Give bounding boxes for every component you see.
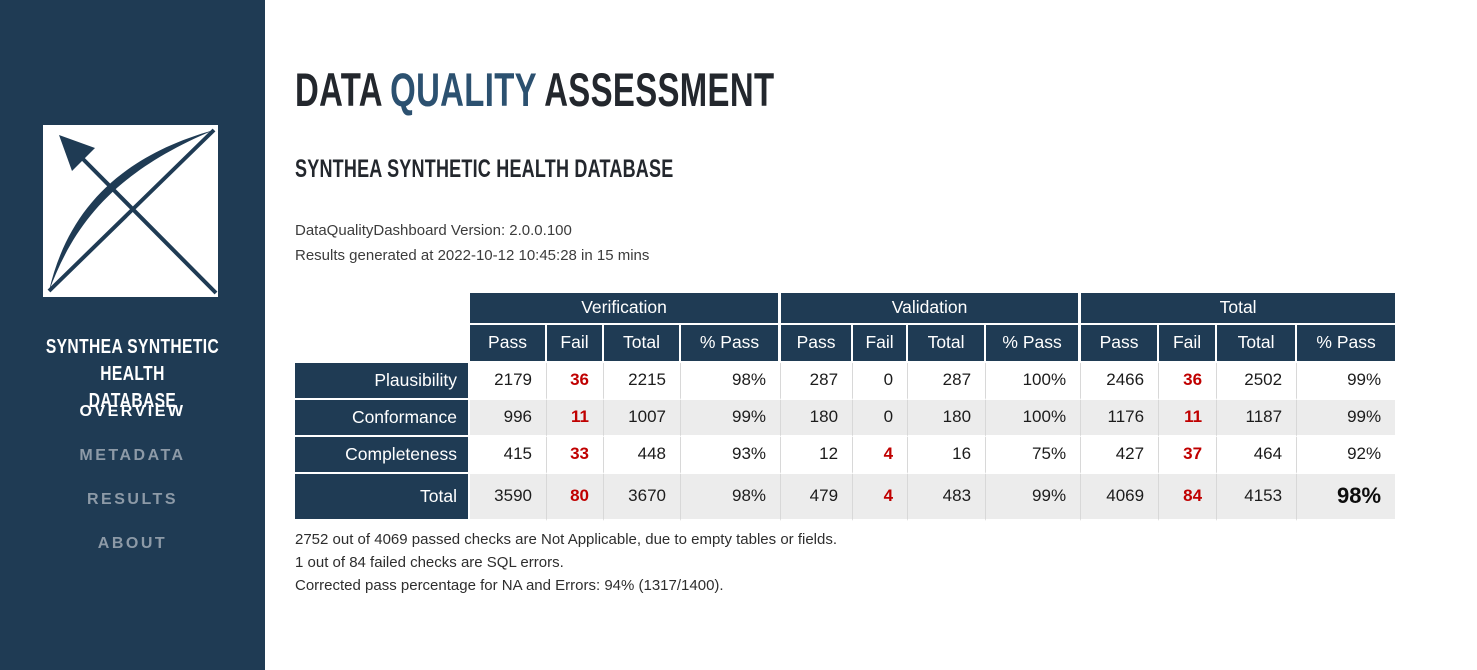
data-cell: 99% [986,473,1082,521]
main-content: DATA QUALITY ASSESSMENT SYNTHEA SYNTHETIC … [265,0,1477,670]
version-line: DataQualityDashboard Version: 2.0.0.100 [295,222,572,239]
sidebar-nav: OVERVIEW METADATA RESULTS ABOUT [0,403,265,579]
table-row-conformance: Conformance 996 11 1007 99% 180 0 180 100% 1176 11… [295,399,1396,437]
data-cell: 2466 [1081,362,1160,400]
sidebar-database-title: SYNTHEA SYNTHETIC HEALTH DATABASE [45,336,220,412]
dqd-bow-arrow-logo-icon [43,125,218,297]
data-cell: 36 [547,362,604,400]
data-cell: 11 [1159,399,1218,437]
group-header-verification: Verification [470,292,782,325]
data-cell: 0 [853,399,909,437]
table-row-plausibility: Plausibility 2179 36 2215 98% 287 0 287 100% 2466… [295,362,1396,400]
data-cell: 415 [470,436,547,474]
data-cell: 2502 [1217,362,1298,400]
data-cell: 11 [547,399,604,437]
data-cell: 98% [681,362,782,400]
column-header-verification-fail: Fail [547,324,604,363]
data-cell: 99% [1297,399,1396,437]
footnote-line: 1 out of 84 failed checks are SQL errors… [295,553,564,571]
data-cell: 99% [681,399,782,437]
data-cell: 99% [1297,362,1396,400]
column-header-verification-total: Total [604,324,681,363]
column-header-validation-pass: Pass [781,324,854,363]
column-header-validation-pct-pass: % Pass [986,324,1082,363]
results-table-body: Plausibility 2179 36 2215 98% 287 0 287 100% 2466… [295,362,1396,521]
data-cell: 464 [1217,436,1298,474]
data-cell: 37 [1159,436,1218,474]
table-corner-cell [295,293,470,325]
generated-line: Results generated at 2022-10-12 10:45:28… [295,246,650,264]
group-header-validation: Validation [781,292,1082,325]
data-cell: 80 [547,473,604,521]
group-header-total: Total [1081,292,1396,325]
page-title-part-1: DATA [295,63,383,116]
data-cell: 4 [853,473,909,521]
data-cell: 1007 [604,399,681,437]
data-cell: 287 [908,362,987,400]
data-cell: 93% [681,436,782,474]
data-cell: 33 [547,436,604,474]
data-cell: 4 [853,436,909,474]
results-table-head: Verification Validation Total Pass Fail Total… [295,292,1396,363]
data-cell: 92% [1297,436,1396,474]
table-corner-cell [295,325,470,363]
data-cell: 180 [908,399,987,437]
table-row-total: Total 3590 80 3670 98% 479 4 483 99% 4069 84 4153 98… [295,473,1396,521]
footnote-line: 2752 out of 4069 passed checks are Not A… [295,530,838,548]
data-cell: 98% [1297,473,1396,521]
data-cell: 100% [986,362,1082,400]
data-cell: 12 [781,436,854,474]
row-label-plausibility: Plausibility [295,362,470,400]
data-cell: 180 [781,399,854,437]
page-title: DATA QUALITY ASSESSMENT [295,66,1477,113]
data-cell: 4069 [1081,473,1160,521]
row-label-conformance: Conformance [295,399,470,437]
column-header-total-pct-pass: % Pass [1297,324,1396,363]
data-cell: 1176 [1081,399,1160,437]
column-header-verification-pass: Pass [470,324,547,363]
column-header-total-total: Total [1217,324,1298,363]
data-cell: 75% [986,436,1082,474]
data-cell: 479 [781,473,854,521]
data-cell: 1187 [1217,399,1298,437]
sidebar-item-about[interactable]: ABOUT [97,535,168,552]
data-cell: 16 [908,436,987,474]
data-cell: 4153 [1217,473,1298,521]
page-title-part-3: ASSESSMENT [544,63,775,116]
data-cell: 84 [1159,473,1218,521]
data-cell: 2179 [470,362,547,400]
data-cell: 996 [470,399,547,437]
column-header-validation-fail: Fail [853,324,909,363]
column-header-verification-pct-pass: % Pass [681,324,782,363]
data-cell: 98% [681,473,782,521]
data-cell: 287 [781,362,854,400]
sidebar-item-results[interactable]: RESULTS [87,491,178,508]
data-cell: 3590 [470,473,547,521]
column-header-total-pass: Pass [1081,324,1160,363]
data-cell: 483 [908,473,987,521]
sidebar-item-metadata[interactable]: METADATA [79,447,186,464]
footnote-line: Corrected pass percentage for NA and Err… [295,577,724,594]
data-cell: 0 [853,362,909,400]
data-cell: 427 [1081,436,1160,474]
page-title-part-2: QUALITY [390,63,537,116]
data-cell: 3670 [604,473,681,521]
footnotes: 2752 out of 4069 passed checks are Not A… [295,528,1477,598]
sidebar-item-overview[interactable]: OVERVIEW [79,403,186,420]
data-cell: 448 [604,436,681,474]
data-cell: 100% [986,399,1082,437]
data-cell: 2215 [604,362,681,400]
column-header-validation-total: Total [908,324,987,363]
metadata-block: DataQualityDashboard Version: 2.0.0.100 … [295,219,1477,269]
table-row-completeness: Completeness 415 33 448 93% 12 4 16 75% 427 37 464 9… [295,436,1396,474]
column-header-total-fail: Fail [1159,324,1218,363]
database-subtitle: SYNTHEA SYNTHETIC HEALTH DATABASE [295,155,674,183]
sidebar: SYNTHEA SYNTHETIC HEALTH DATABASE OVERVI… [0,0,265,670]
results-table: Verification Validation Total Pass Fail Total… [295,292,1396,521]
data-cell: 36 [1159,362,1218,400]
row-label-completeness: Completeness [295,436,470,474]
row-label-total: Total [295,473,470,521]
